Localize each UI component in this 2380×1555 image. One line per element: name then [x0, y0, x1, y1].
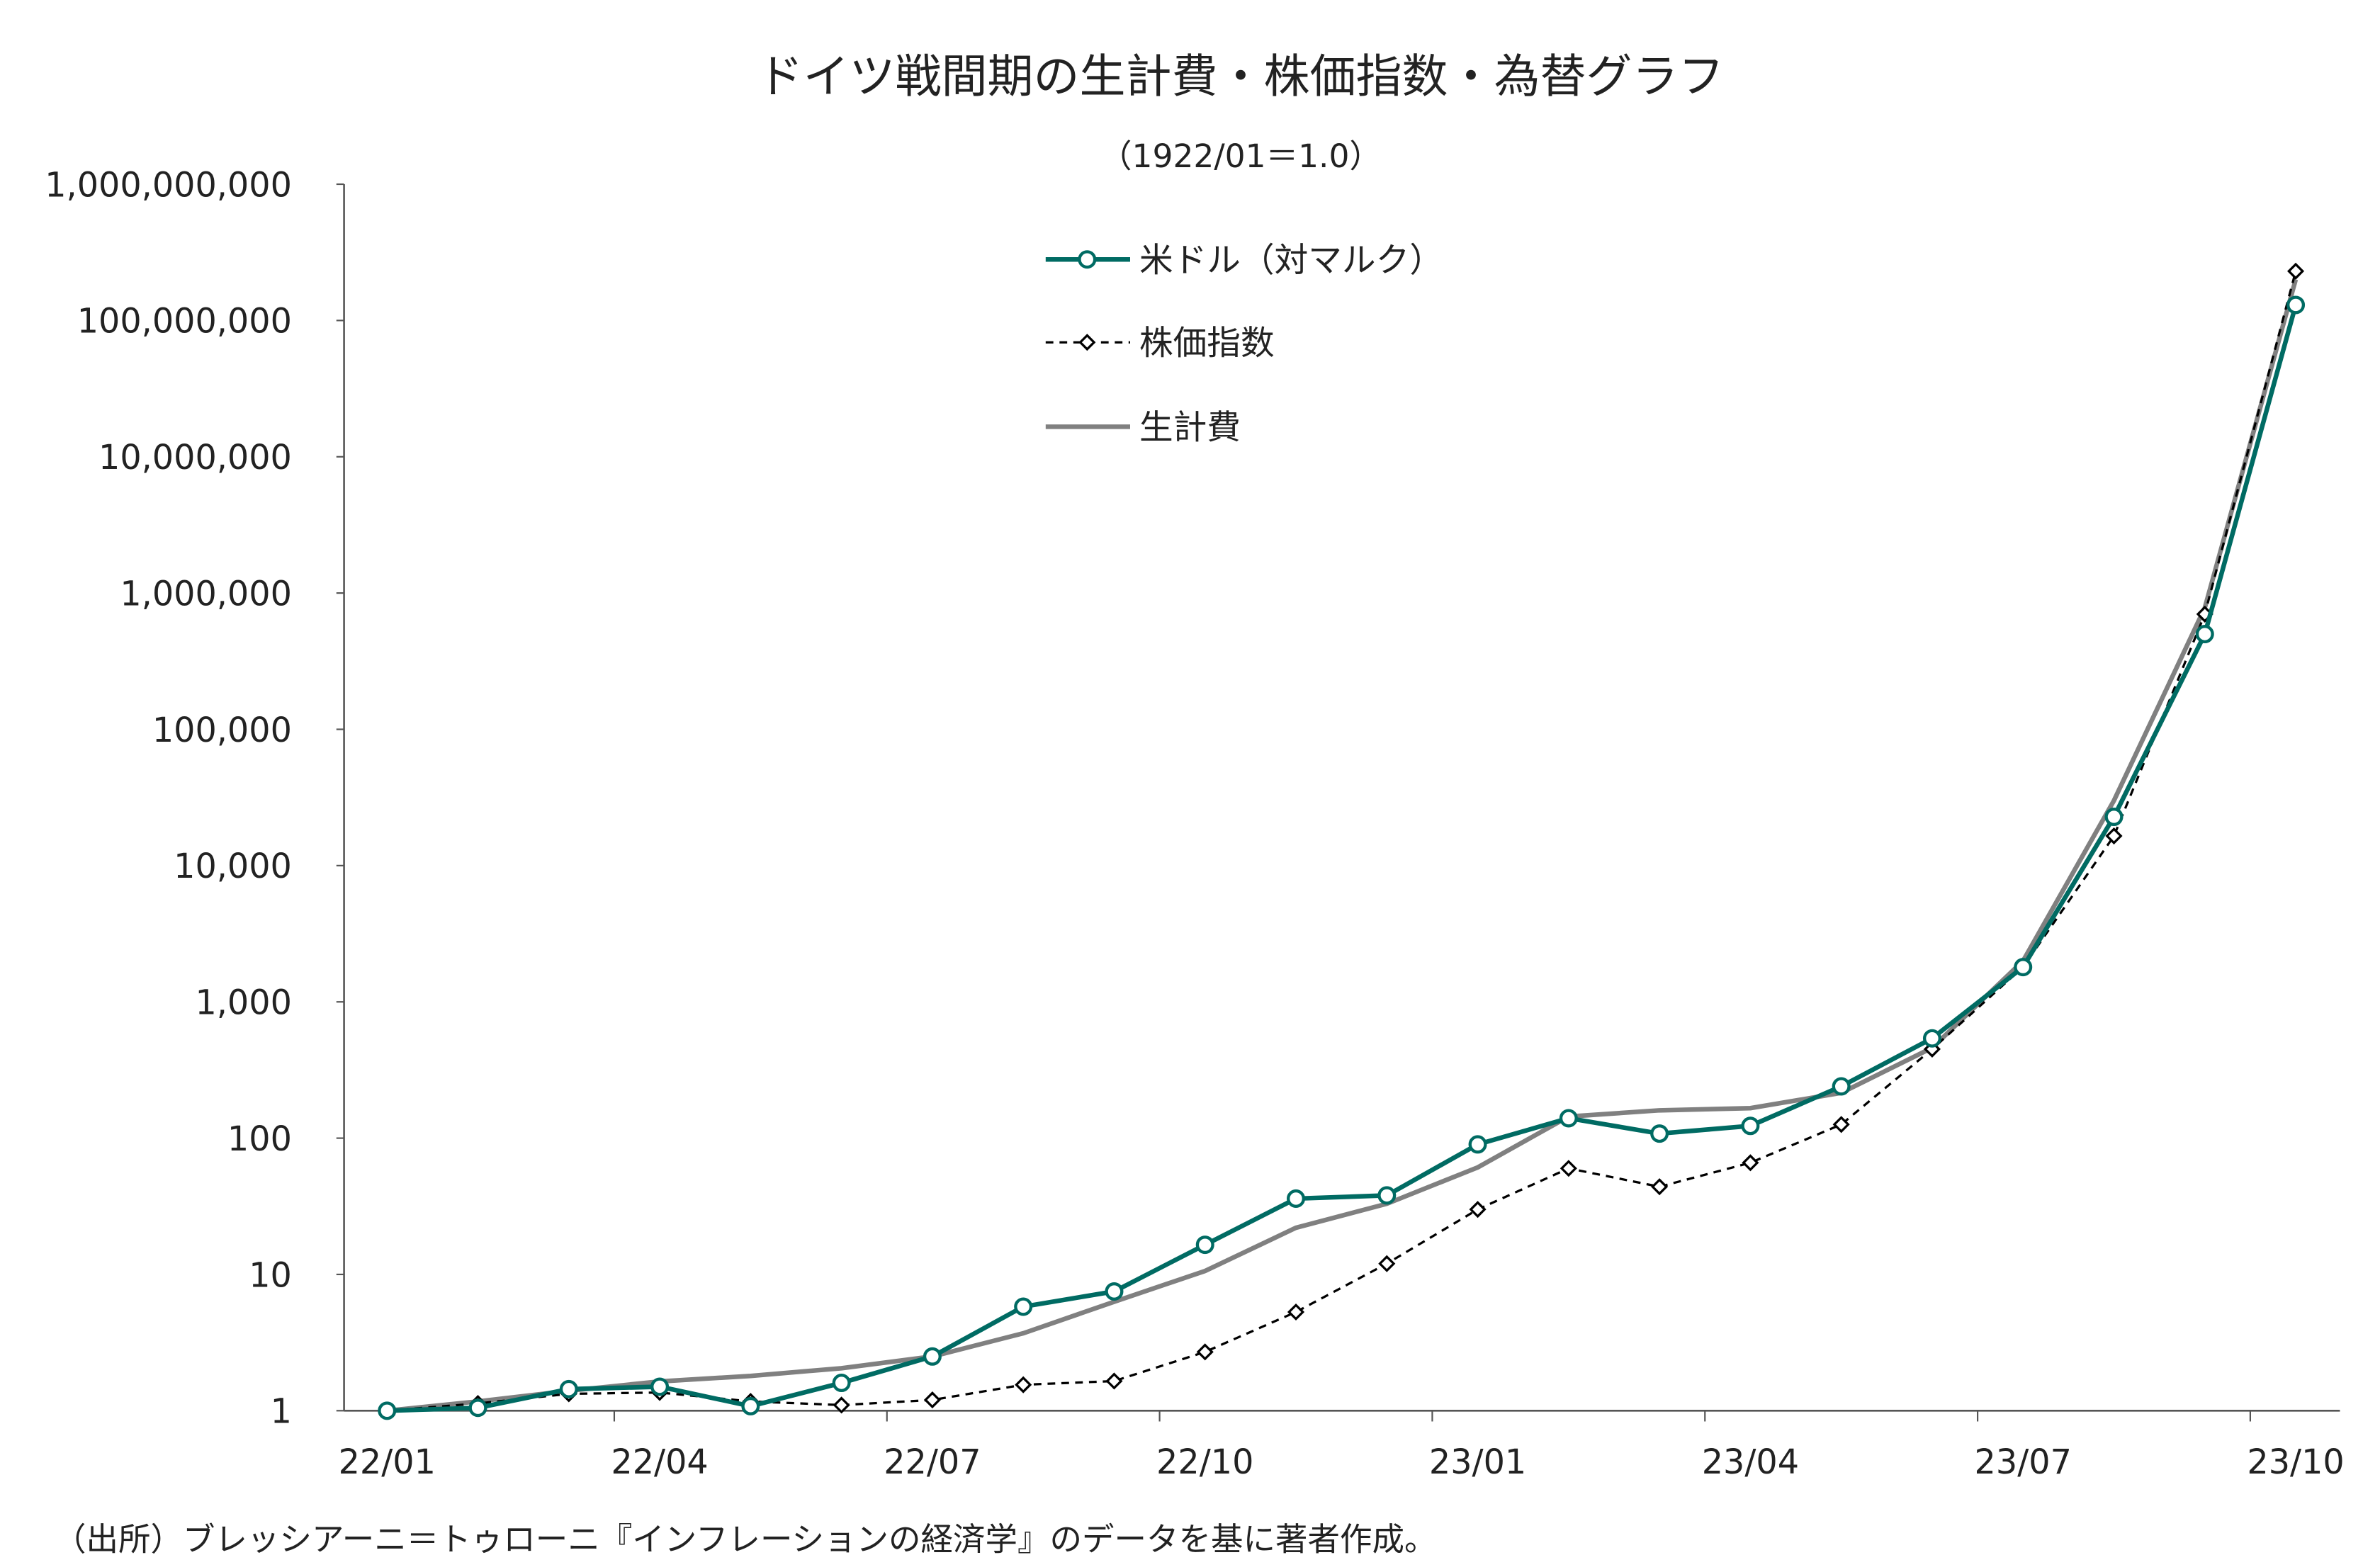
stock-index-point: [1287, 1303, 1305, 1321]
usd-point: [650, 1377, 670, 1396]
legend-label: 生計費: [1139, 409, 1241, 448]
x-tick-label: 22/01: [339, 1443, 436, 1482]
stock-index-point: [1015, 1376, 1032, 1393]
usd-point: [1014, 1297, 1033, 1316]
usd-point: [1287, 1189, 1306, 1208]
usd-point: [2104, 807, 2124, 826]
stock-index-point: [1560, 1160, 1577, 1177]
y-tick-label: 1,000,000,000: [45, 166, 292, 205]
usd-point: [1922, 1029, 1941, 1048]
x-tick-label: 23/10: [2247, 1443, 2344, 1482]
y-tick-label: 1: [271, 1393, 292, 1432]
legend-marker-circle: [1078, 250, 1097, 269]
stock-index-point: [923, 1391, 941, 1409]
x-tick-label: 22/07: [884, 1443, 981, 1482]
stock-index-point: [2287, 262, 2305, 280]
x-tick-label: 23/04: [1702, 1443, 1799, 1482]
stock-index-point: [1196, 1343, 1214, 1361]
usd-point: [378, 1401, 397, 1420]
series-line-usd: [387, 304, 2299, 1413]
usd-point: [1559, 1109, 1578, 1128]
usd-point: [832, 1374, 851, 1393]
usd-point: [468, 1398, 487, 1418]
usd-point: [2286, 295, 2306, 315]
stock-index-point: [1742, 1154, 1759, 1172]
usd-point: [923, 1347, 942, 1366]
x-tick-label: 23/01: [1429, 1443, 1526, 1482]
source-note: （出所）ブレッシアーニ＝トゥローニ『インフレーションの経済学』のデータを基に著者…: [54, 1520, 1437, 1555]
stock-index-point: [1105, 1372, 1123, 1390]
legend-label: 株価指数: [1139, 324, 1275, 363]
stock-index-point: [833, 1396, 850, 1414]
series-line-stock-index: [387, 271, 2297, 1412]
stock-index-point: [1378, 1255, 1396, 1272]
y-tick-label: 10,000,000: [98, 439, 292, 477]
chart-title: ドイツ戦間期の生計費・株価指数・為替グラフ: [757, 50, 1724, 103]
stock-index-point: [2105, 827, 2123, 845]
series-line-cost-of-living: [386, 278, 2299, 1413]
usd-point: [1377, 1186, 1397, 1205]
usd-point: [1105, 1282, 1124, 1301]
chart-subtitle: （1922/01＝1.0）: [1100, 137, 1382, 175]
usd-point: [1468, 1135, 1487, 1154]
x-tick-label: 22/04: [611, 1443, 708, 1482]
usd-point: [1832, 1077, 1851, 1096]
y-tick-label: 100,000: [152, 711, 292, 750]
legend-marker-diamond: [1078, 334, 1096, 351]
y-tick-label: 100,000,000: [77, 302, 292, 341]
stock-index-point: [1832, 1116, 1850, 1133]
y-tick-label: 100: [227, 1120, 292, 1159]
y-tick-label: 10,000: [174, 847, 292, 886]
x-tick-label: 23/07: [1975, 1443, 2072, 1482]
usd-point: [2014, 958, 2033, 977]
usd-point: [1650, 1124, 1669, 1143]
stock-index-point: [1651, 1178, 1669, 1196]
usd-point: [559, 1379, 578, 1398]
x-tick-label: 22/10: [1156, 1443, 1253, 1482]
y-tick-label: 10: [249, 1256, 292, 1295]
y-tick-label: 1,000,000: [120, 575, 292, 613]
usd-point: [2195, 625, 2214, 644]
stock-index-point: [1469, 1201, 1487, 1218]
usd-point: [1741, 1116, 1760, 1136]
usd-point: [741, 1396, 760, 1415]
usd-point: [1195, 1235, 1214, 1255]
y-tick-label: 1,000: [195, 984, 291, 1023]
legend-label: 米ドル（対マルク）: [1139, 242, 1443, 281]
